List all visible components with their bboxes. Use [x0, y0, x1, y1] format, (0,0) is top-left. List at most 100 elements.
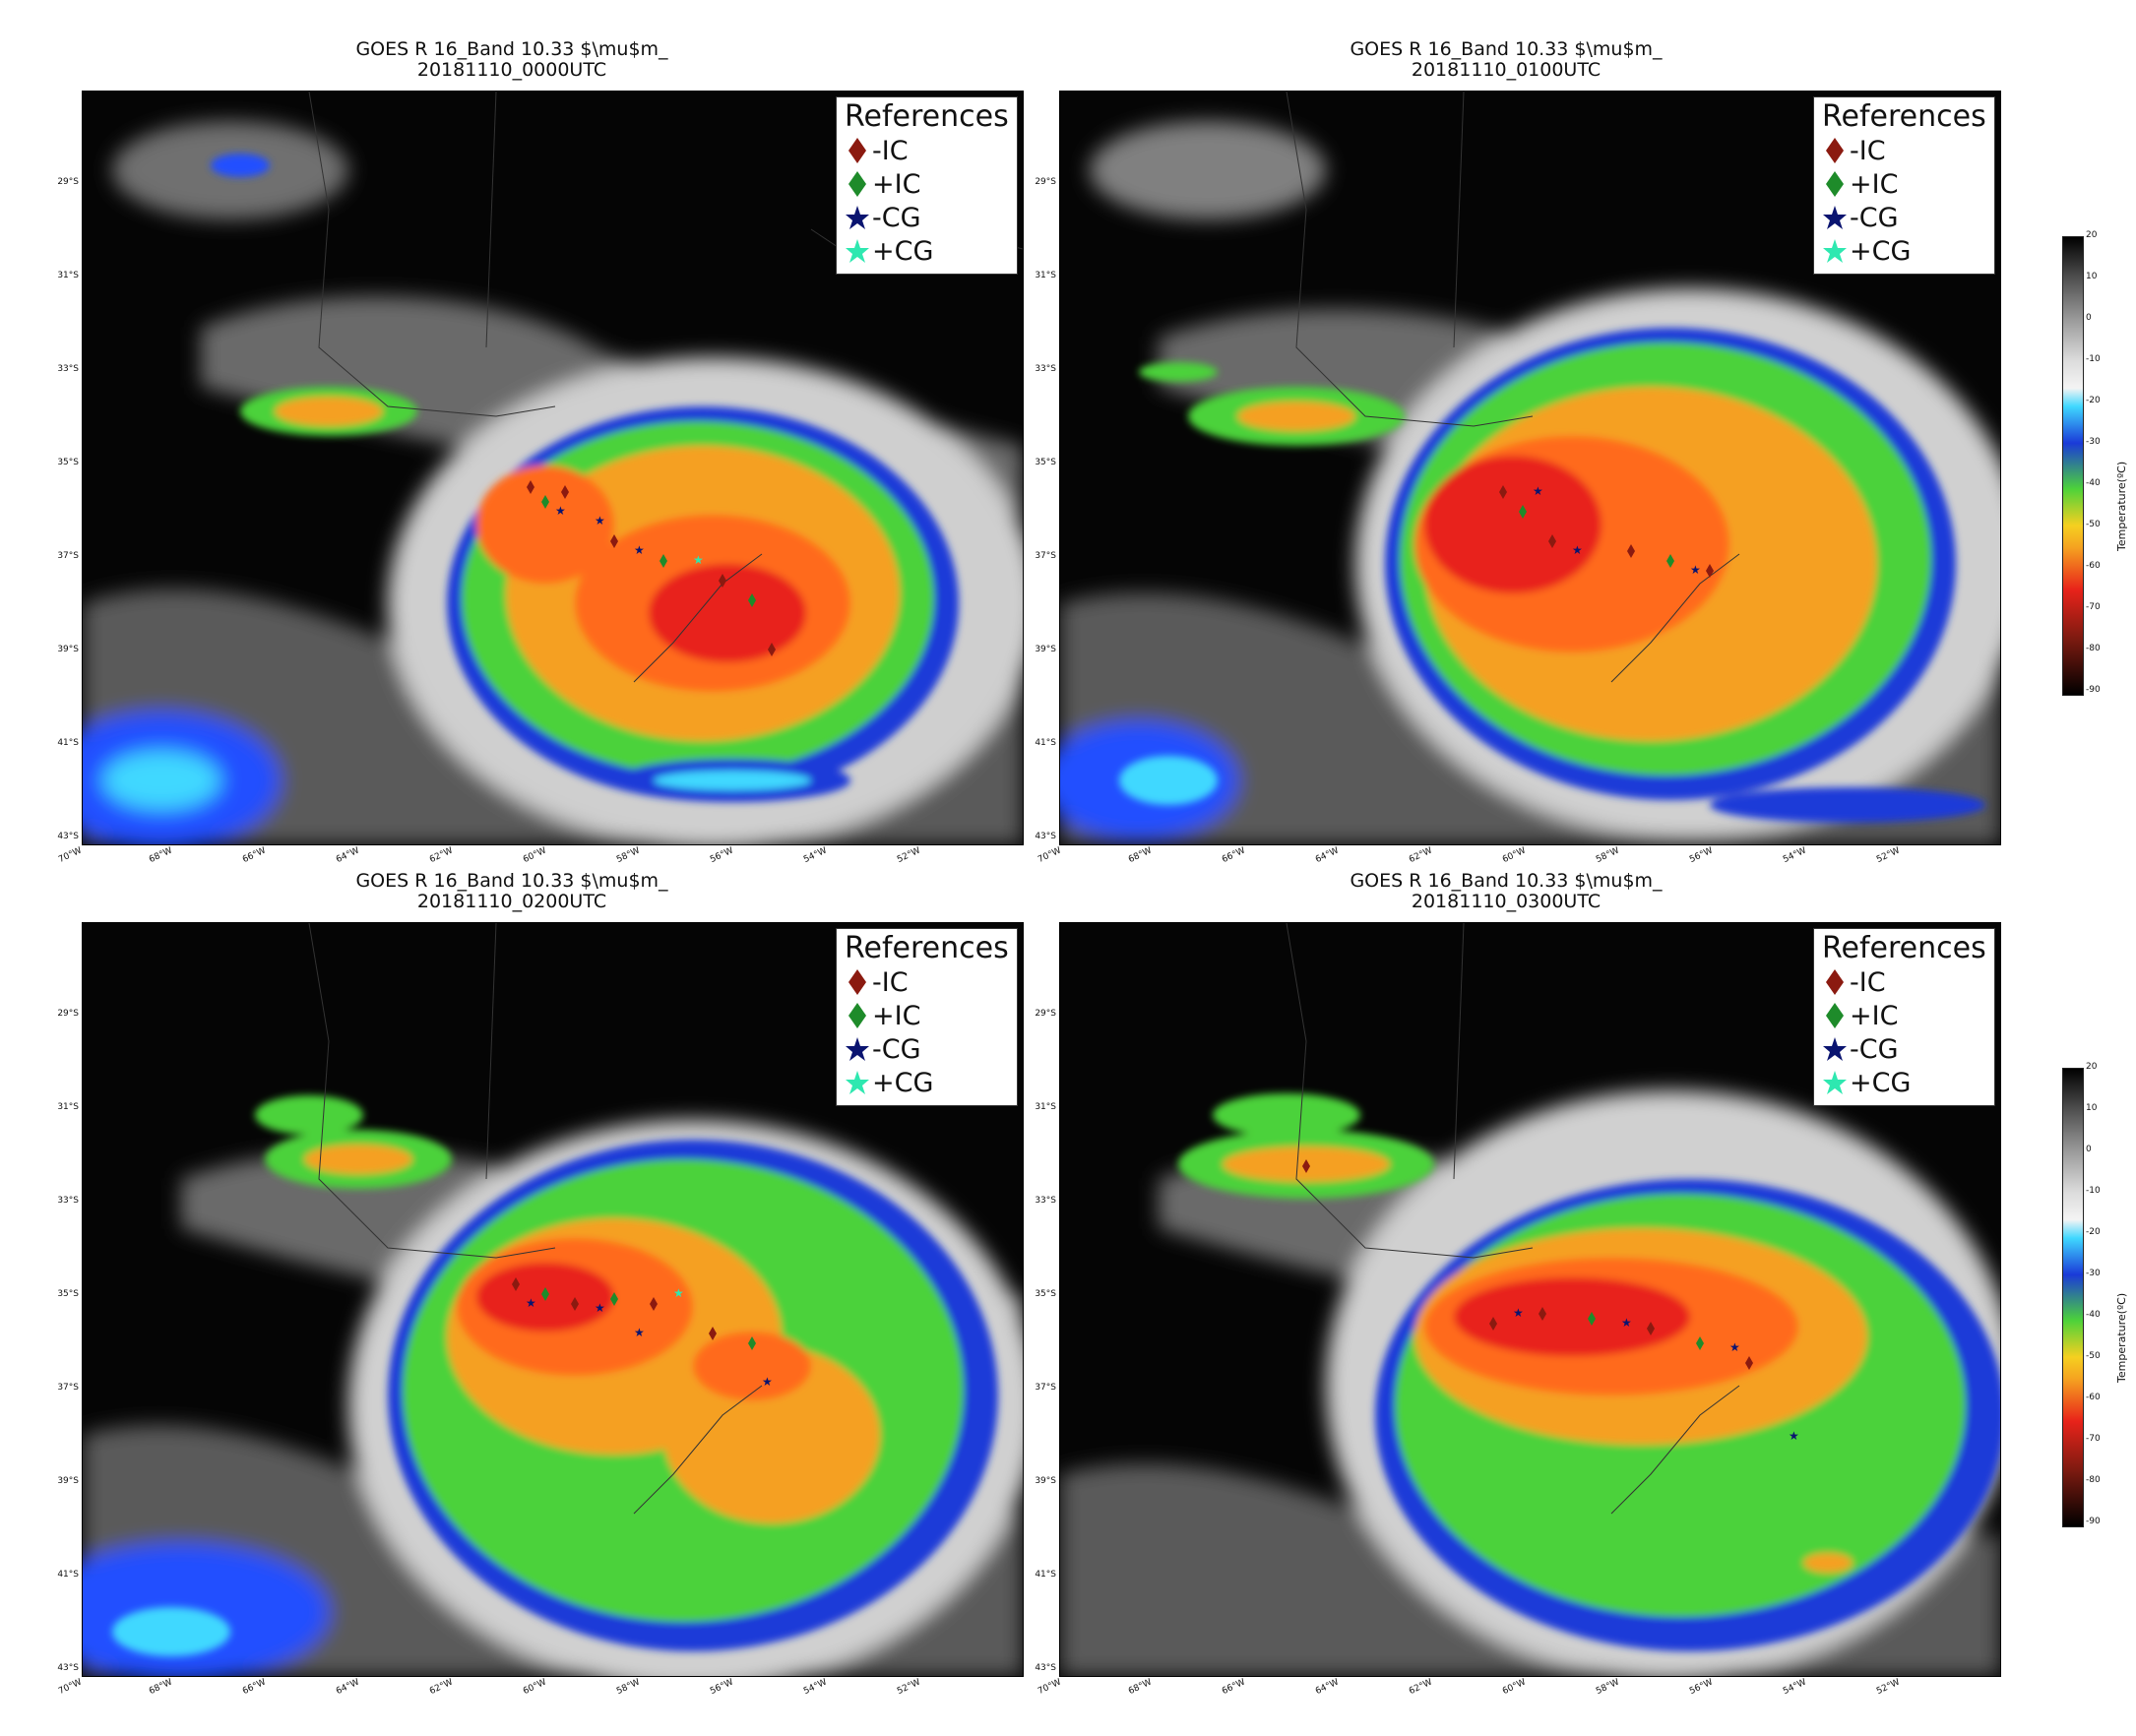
lat-label: 31°S: [1035, 271, 1056, 280]
lat-label: 35°S: [1035, 1289, 1056, 1299]
panel-0200utc: GOES R 16_Band 10.33 $\mu$m_ 20181110_02…: [0, 832, 1053, 1736]
title-line2: 20181110_0300UTC: [1411, 891, 1602, 912]
legend-item-pos-ic: +IC: [845, 167, 1011, 201]
colorbar-tick: -20: [2086, 396, 2101, 405]
lat-label: 41°S: [57, 1570, 79, 1580]
lat-label: 43°S: [1035, 1663, 1056, 1673]
legend-title: References: [1822, 99, 1986, 134]
legend-box: References -IC +IC -CG +CG: [836, 96, 1018, 275]
colorbar-tick: -20: [2086, 1227, 2101, 1237]
colorbar-tick: -60: [2086, 561, 2101, 571]
colorbar-top: 20 10 0 -10 -20 -30 -40 -50 -60 -70 -80 …: [2062, 230, 2136, 709]
colorbar-tick: -40: [2086, 478, 2101, 488]
lat-label: 33°S: [57, 364, 79, 374]
legend-box: References -IC +IC -CG +CG: [1813, 928, 1995, 1106]
legend-item-neg-cg: -CG: [845, 1032, 1011, 1066]
lon-label: 54°W: [1782, 1677, 1808, 1698]
satellite-map: ★ ★ ★ ★ References -IC +IC -CG +CG: [1059, 922, 2001, 1677]
lon-label: 64°W: [1314, 1677, 1341, 1698]
cloud-imagery: ★ ★ ★ ★: [83, 92, 1023, 844]
colorbar-tick: -90: [2086, 685, 2101, 695]
diamond-icon: [848, 138, 866, 163]
lon-label: 56°W: [1688, 1677, 1715, 1698]
map-borders: [1286, 92, 1740, 683]
title-line2: 20181110_0200UTC: [416, 891, 607, 912]
svg-text:★: ★: [1572, 543, 1583, 557]
legend-item-neg-ic: -IC: [845, 134, 1011, 167]
lat-label: 43°S: [57, 1663, 79, 1673]
star-icon: [1823, 239, 1847, 263]
legend-item-pos-ic: +IC: [1822, 167, 1988, 201]
legend-item-pos-cg: +CG: [1822, 1066, 1988, 1099]
diamond-icon: [848, 1003, 866, 1028]
lat-label: 33°S: [1035, 1196, 1056, 1206]
colorbar-tick: 0: [2086, 313, 2092, 323]
title-line2: 20181110_0000UTC: [416, 59, 607, 81]
lon-label: 68°W: [1127, 1677, 1154, 1698]
lat-label: 33°S: [1035, 364, 1056, 374]
lon-label: 58°W: [615, 1677, 642, 1698]
legend-item-pos-cg: +CG: [1822, 234, 1988, 268]
colorbar-tick: 0: [2086, 1145, 2092, 1154]
svg-text:★: ★: [1690, 563, 1701, 577]
colorbar-tick: -80: [2086, 644, 2101, 653]
star-icon: [846, 1071, 869, 1094]
svg-text:★: ★: [693, 553, 704, 567]
svg-text:★: ★: [595, 514, 605, 527]
title-line1: GOES R 16_Band 10.33 $\mu$m_: [1350, 38, 1663, 60]
colorbar-title: Temperature(ºC): [2115, 461, 2128, 551]
colorbar-tick: -30: [2086, 1269, 2101, 1278]
title-line1: GOES R 16_Band 10.33 $\mu$m_: [1350, 870, 1663, 892]
star-icon: [1823, 206, 1847, 229]
svg-text:★: ★: [673, 1286, 684, 1300]
lon-label: 68°W: [148, 1677, 174, 1698]
lat-label: 35°S: [1035, 458, 1056, 467]
lon-label: 70°W: [57, 1677, 84, 1698]
lat-label: 31°S: [57, 1102, 79, 1112]
star-icon: [1823, 1037, 1847, 1061]
svg-text:★: ★: [555, 504, 566, 518]
diamond-icon: [1826, 171, 1844, 197]
lat-label: 29°S: [1035, 177, 1056, 187]
lon-label: 66°W: [241, 1677, 268, 1698]
lon-label: 54°W: [802, 1677, 829, 1698]
svg-text:★: ★: [1513, 1306, 1524, 1320]
lat-label: 39°S: [1035, 1476, 1056, 1486]
legend-item-pos-cg: +CG: [845, 234, 1011, 268]
panel-0000utc: GOES R 16_Band 10.33 $\mu$m_ 20181110_00…: [0, 0, 1053, 866]
title-line2: 20181110_0100UTC: [1411, 59, 1602, 81]
lightning-markers: ★ ★ ★ ★: [527, 480, 776, 656]
lon-label: 52°W: [1875, 1677, 1902, 1698]
diamond-icon: [848, 969, 866, 995]
lat-label: 41°S: [1035, 738, 1056, 748]
lat-label: 29°S: [57, 177, 79, 187]
legend-box: References -IC +IC -CG +CG: [1813, 96, 1995, 275]
colorbar-tick: -40: [2086, 1310, 2101, 1320]
colorbar-gradient: [2062, 236, 2084, 696]
lon-label: 58°W: [1595, 1677, 1621, 1698]
lat-label: 43°S: [1035, 832, 1056, 841]
svg-text:★: ★: [1789, 1429, 1799, 1443]
diamond-icon: [1826, 138, 1844, 163]
legend-title: References: [845, 931, 1009, 965]
star-icon: [1823, 1071, 1847, 1094]
lon-label: 52°W: [896, 1677, 922, 1698]
lat-label: 37°S: [57, 1383, 79, 1393]
colorbar-tick: 20: [2086, 230, 2098, 240]
lon-label: 56°W: [709, 1677, 735, 1698]
diamond-icon: [1826, 969, 1844, 995]
lon-label: 62°W: [1408, 1677, 1434, 1698]
satellite-map: ★ ★ ★ References -IC +IC -CG +CG: [1059, 91, 2001, 845]
lon-label: 60°W: [1501, 1677, 1528, 1698]
lightning-markers: ★ ★ ★ ★ ★: [512, 1277, 773, 1389]
diamond-icon: [848, 171, 866, 197]
panel-title: GOES R 16_Band 10.33 $\mu$m_ 20181110_01…: [1014, 39, 1998, 81]
cloud-imagery: ★ ★ ★ ★: [1060, 923, 2000, 1676]
lat-label: 29°S: [1035, 1009, 1056, 1019]
lat-label: 31°S: [1035, 1102, 1056, 1112]
colorbar-tick: 20: [2086, 1062, 2098, 1072]
colorbar-tick: 10: [2086, 272, 2098, 281]
colorbar-tick: -10: [2086, 354, 2101, 364]
svg-text:★: ★: [595, 1301, 605, 1315]
colorbar-tick: -10: [2086, 1186, 2101, 1196]
